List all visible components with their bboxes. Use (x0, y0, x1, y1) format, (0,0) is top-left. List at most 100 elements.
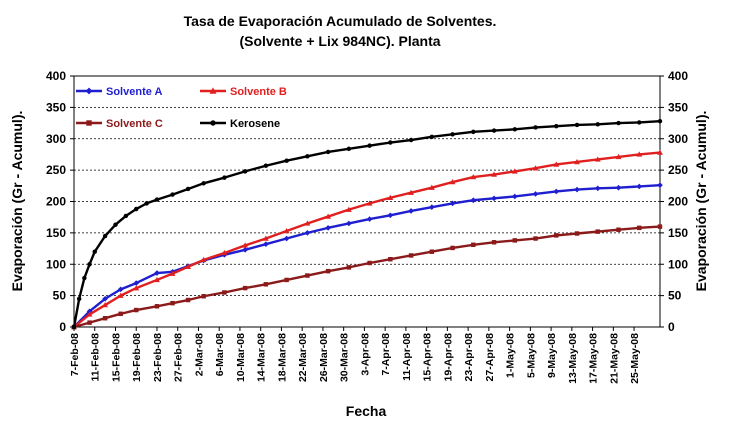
data-point (470, 174, 477, 180)
data-point (657, 224, 663, 229)
x-tick-label: 14-Mar-08 (256, 333, 268, 382)
legend-marker (85, 87, 93, 95)
x-tick-label: 15-Apr-08 (422, 333, 434, 382)
data-point (616, 120, 621, 126)
data-point (325, 225, 331, 231)
legend-marker (210, 120, 216, 126)
x-tick-label: 3-Apr-08 (359, 333, 371, 376)
data-point (123, 213, 129, 219)
data-point (102, 233, 108, 239)
data-point (242, 169, 248, 174)
data-point (284, 158, 289, 163)
data-point (87, 262, 92, 267)
data-point (574, 186, 580, 193)
data-point (471, 129, 476, 135)
data-point (185, 297, 191, 303)
y-axis-label-right: Evaporación (Gr - Acumul). (693, 111, 709, 292)
data-point (388, 257, 393, 262)
x-tick-label: 25-May-08 (629, 333, 641, 384)
data-point (71, 324, 77, 330)
data-point (305, 154, 310, 159)
data-point (408, 137, 414, 143)
x-tick-label: 27-Apr-08 (484, 333, 496, 382)
data-point (325, 149, 331, 155)
data-point (491, 240, 497, 245)
data-point (221, 249, 228, 256)
data-point (92, 249, 97, 254)
data-point (615, 153, 622, 160)
y-tick-label-right: 400 (668, 69, 688, 83)
x-tick-label: 18-Mar-08 (276, 333, 288, 382)
legend-item-solvente-c: Solvente C (76, 118, 163, 130)
data-point (428, 184, 435, 190)
x-tick-label: 6-Mar-08 (214, 333, 226, 376)
x-tick-label: 5-May-08 (525, 333, 537, 378)
x-tick-label: 27-Feb-08 (173, 333, 185, 382)
x-tick-label: 19-Apr-08 (442, 333, 454, 382)
data-point (263, 241, 269, 247)
y-tick-label-right: 200 (668, 195, 688, 209)
chart-title-line2: (Solvente + Lix 984NC). Planta (239, 33, 440, 49)
data-point (637, 225, 642, 231)
x-axis-label: Fecha (346, 403, 387, 419)
data-point (615, 184, 622, 191)
data-point (185, 263, 191, 269)
y-tick-label-left: 150 (46, 226, 66, 240)
data-point (450, 245, 455, 251)
legend-label: Solvente C (106, 118, 163, 130)
data-point (242, 242, 249, 248)
data-point (346, 265, 352, 270)
data-point (242, 285, 248, 291)
data-point (283, 235, 290, 242)
data-point (170, 192, 175, 197)
series-solvente-b (71, 149, 663, 330)
data-point (263, 163, 269, 168)
x-tick-label: 17-May-08 (588, 333, 600, 384)
data-point (201, 181, 206, 186)
data-point (367, 143, 372, 148)
series-solvente-c (71, 224, 663, 330)
legend-label: Solvente A (106, 86, 162, 98)
data-point (325, 268, 331, 274)
y-tick-label-right: 350 (668, 100, 688, 114)
data-point (346, 146, 352, 152)
data-point (367, 260, 372, 266)
y-tick-label-left: 250 (46, 163, 66, 177)
data-point (118, 311, 123, 317)
data-point (470, 197, 477, 204)
y-tick-label-right: 250 (668, 163, 688, 177)
data-point (594, 156, 601, 162)
data-point (201, 294, 206, 299)
x-tick-label: 26-Mar-08 (318, 333, 330, 382)
data-point (637, 120, 642, 125)
data-point (144, 201, 149, 206)
data-point (471, 242, 476, 248)
data-point (491, 171, 497, 177)
data-point (450, 132, 455, 137)
data-point (449, 179, 456, 185)
x-tick-label: 23-Feb-08 (152, 333, 164, 382)
data-point (82, 275, 87, 281)
x-tick-label: 2-Mar-08 (193, 333, 205, 376)
data-point (408, 208, 414, 214)
x-tick-label: 9-May-08 (546, 333, 558, 378)
data-point (366, 200, 373, 206)
data-point (429, 249, 435, 254)
data-point (657, 118, 663, 124)
data-point (491, 195, 497, 202)
data-point (533, 125, 538, 130)
data-point (512, 127, 518, 132)
data-point (102, 295, 108, 302)
grid (74, 106, 660, 297)
data-point (346, 220, 352, 227)
data-point (154, 276, 160, 283)
y-tick-label-left: 350 (46, 100, 66, 114)
data-point (595, 229, 600, 234)
y-tick-label-left: 50 (53, 289, 67, 303)
data-point (511, 193, 518, 200)
data-point (408, 189, 414, 195)
legend-item-solvente-b: Solvente B (200, 86, 287, 98)
data-point (242, 246, 248, 253)
